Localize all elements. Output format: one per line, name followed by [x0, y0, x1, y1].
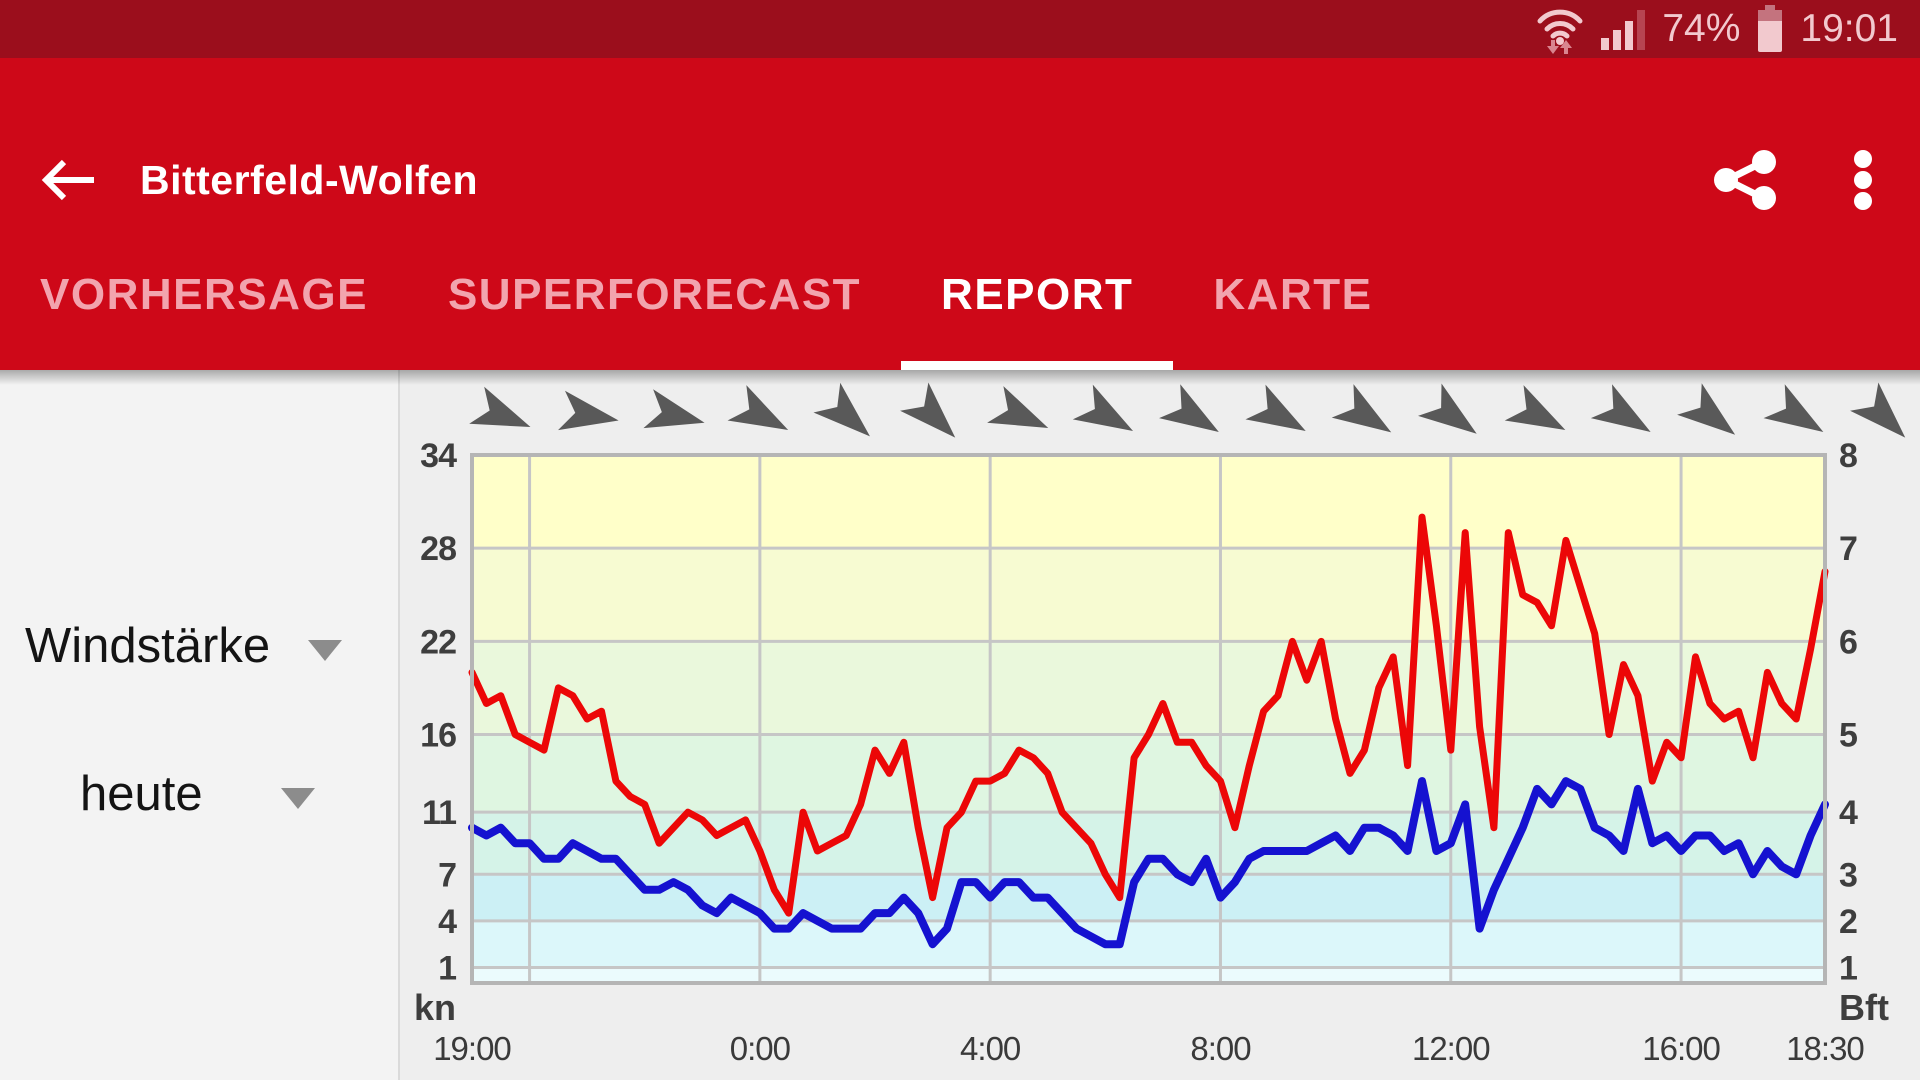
app-bar: Bitterfeld-Wolfen VORHERSAGE SUPERFORECA… [0, 58, 1920, 370]
y-axis-left-tick: 7 [438, 856, 456, 894]
y-axis-left-tick: 1 [438, 949, 456, 987]
tab-karte[interactable]: KARTE [1213, 270, 1373, 319]
wind-arrow-icon [1331, 384, 1392, 433]
wind-arrow-icon [643, 389, 705, 429]
wind-arrow-icon [1590, 384, 1651, 432]
beaufort-band [472, 455, 1825, 549]
y-axis-left-tick: 11 [422, 794, 456, 832]
wind-report-chart[interactable]: 34 28 22 16 11 7 4 1 8 7 6 5 4 3 2 1 kn Bft 19:00 0:00 4:00 8… [400, 370, 1920, 1080]
x-axis-tick: 16:00 [1642, 1030, 1720, 1067]
y-axis-right-tick: 4 [1839, 794, 1858, 832]
plot-border [470, 453, 1827, 985]
y-axis-left-tick: 34 [420, 437, 457, 475]
wifi-icon [1537, 9, 1583, 54]
chevron-down-icon [280, 787, 315, 809]
day-dropdown[interactable]: heute [80, 766, 315, 822]
app-bar-shadow [0, 370, 1920, 385]
battery-icon [1758, 5, 1783, 52]
series-red-line [468, 513, 1829, 917]
x-axis-tick: 19:00 [433, 1030, 511, 1067]
y-axis-right-unit: Bft [1839, 987, 1889, 1028]
x-axis-tick: 4:00 [960, 1030, 1021, 1067]
share-icon[interactable] [1712, 150, 1778, 210]
report-content: Windstärke heute 34 28 22 16 11 7 4 1 8 7 6 5 4 3 2 1 kn… [0, 370, 1920, 1080]
tab-superforecast[interactable]: SUPERFORECAST [447, 270, 862, 319]
clock-label: 19:01 [1800, 7, 1898, 50]
y-axis-right-tick: 7 [1839, 530, 1857, 568]
y-axis-right-tick: 2 [1839, 903, 1857, 941]
series-blue-line [468, 777, 1829, 949]
wind-arrow-icon [558, 390, 619, 431]
beaufort-band [472, 548, 1825, 642]
wind-arrow-icon [813, 382, 870, 437]
tab-vorhersage[interactable]: VORHERSAGE [40, 270, 368, 319]
tab-report[interactable]: REPORT [901, 220, 1174, 370]
wind-direction-arrows [469, 382, 1906, 438]
parameter-dropdown[interactable]: Windstärke [25, 618, 343, 674]
wind-arrow-icon [727, 385, 789, 431]
overflow-menu-icon[interactable] [1850, 149, 1876, 211]
beaufort-band [472, 967, 1825, 983]
y-axis-right-tick: 8 [1839, 437, 1857, 475]
status-bar: 74% 19:01 [0, 0, 1920, 58]
beaufort-bands [472, 455, 1825, 983]
wind-arrow-icon [1763, 384, 1824, 432]
wind-arrow-icon [1850, 382, 1906, 438]
back-arrow-icon[interactable] [38, 154, 98, 206]
wind-arrow-icon [1504, 385, 1566, 431]
wind-arrow-icon [1072, 384, 1134, 431]
wind-arrow-icon [1159, 384, 1219, 432]
wind-arrow-icon [1418, 383, 1477, 434]
y-axis-left-tick: 4 [438, 903, 457, 941]
wind-arrow-icon [900, 382, 956, 438]
beaufort-band [472, 920, 1825, 968]
parameter-dropdown-label: Windstärke [25, 619, 271, 673]
sidebar: Windstärke heute [0, 370, 400, 1080]
battery-percent-label: 74% [1662, 7, 1741, 50]
y-axis-left-tick: 16 [420, 717, 456, 755]
y-axis-right-tick: 5 [1839, 717, 1857, 755]
wind-arrow-icon [1677, 383, 1736, 435]
y-axis-left-tick: 22 [420, 623, 456, 661]
x-axis-tick: 18:30 [1786, 1030, 1864, 1067]
day-dropdown-label: heute [80, 767, 203, 821]
x-axis-tick: 0:00 [730, 1030, 791, 1067]
chevron-down-icon [308, 639, 343, 661]
page-title: Bitterfeld-Wolfen [140, 156, 479, 203]
y-axis-right-tick: 1 [1839, 949, 1857, 987]
x-axis-tick: 12:00 [1412, 1030, 1490, 1067]
wind-arrow-icon [1245, 384, 1306, 431]
y-axis-left-tick: 28 [420, 530, 456, 568]
tab-bar: VORHERSAGE SUPERFORECAST REPORT KARTE [0, 220, 1920, 370]
y-axis-right-tick: 6 [1839, 623, 1857, 661]
beaufort-band [472, 734, 1825, 813]
wind-arrow-icon [469, 386, 531, 427]
signal-strength-icon [1601, 10, 1646, 50]
y-axis-right-tick: 3 [1839, 856, 1857, 894]
x-axis-tick: 8:00 [1190, 1030, 1251, 1067]
wind-arrow-icon [987, 386, 1049, 429]
y-axis-left-unit: kn [414, 987, 456, 1028]
